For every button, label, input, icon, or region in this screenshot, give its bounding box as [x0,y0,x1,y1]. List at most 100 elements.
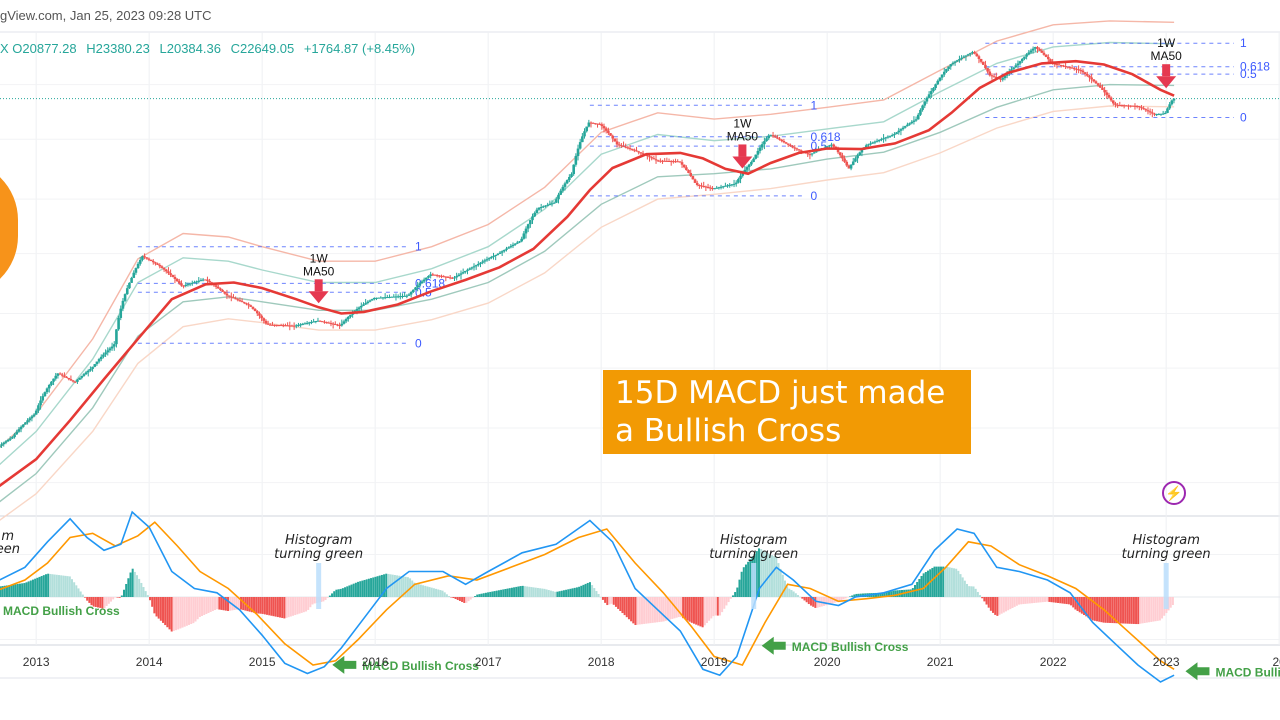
candle-body [223,291,227,294]
candle-body [604,128,608,131]
macd-histogram-bar [21,583,24,597]
candle-body [1079,69,1083,71]
candle-body [479,262,482,264]
x-tick-label: 2021 [927,655,954,669]
candle-body [1092,79,1096,82]
candle-body [767,135,771,139]
macd-histogram-bar [1076,597,1079,611]
candle-body [99,356,103,360]
candle-body [271,324,274,326]
candle-body [273,324,276,326]
macd-histogram-bar [81,594,84,597]
macd-histogram-bar [452,597,455,599]
macd-histogram-bar [441,590,444,597]
macd-histogram-bar [378,575,381,597]
macd-histogram-bar [556,591,559,597]
candle-body [487,258,491,260]
macd-histogram-bar [983,597,986,602]
candle-body [637,151,640,153]
candle-body [97,359,101,362]
macd-histogram-bar [86,597,89,601]
macd-histogram-bar [1015,597,1018,606]
candle-body [314,321,318,323]
macd-histogram-bar [1087,597,1090,618]
macd-histogram-bar [149,597,152,601]
macd-histogram-bar [354,582,357,597]
macd-histogram-bar [740,571,743,597]
macd-histogram-bar [604,597,607,603]
candle-body [1044,54,1048,57]
candle-body [4,441,8,443]
candle-body [221,290,224,292]
macd-histogram-bar [307,597,310,610]
candle-body [50,381,53,385]
x-tick-label: 2020 [814,655,841,669]
macd-histogram-bar [190,597,193,625]
candle-body [570,174,573,177]
candle-body [91,366,94,370]
candle-body [771,135,775,137]
macd-histogram-bar [827,597,830,605]
candle-body [984,64,987,69]
candle-body [323,321,326,323]
candle-body [154,262,157,264]
macd-histogram-bar [534,587,537,597]
candle-body [1077,69,1080,71]
candle-body [1153,113,1156,115]
candle-body [810,153,814,155]
candle-body [366,301,370,304]
candle-body [598,123,601,125]
candle-body [1155,114,1158,116]
histogram-label-left-1: m [1,529,14,544]
candle-body [734,182,738,184]
lightning-bolt-icon[interactable]: ⚡ [1162,481,1186,505]
candle-body [175,278,179,282]
macd-histogram-bar [510,587,513,597]
macd-histogram-bar [279,597,282,618]
macd-histogram-bar [669,597,672,620]
macd-histogram-bar [296,597,299,615]
candle-body [95,361,99,365]
macd-histogram-bar [931,567,934,597]
macd-histogram-bar [1169,597,1172,608]
candle-body [552,202,556,204]
candle-body [1029,50,1033,53]
macd-histogram-bar [491,591,494,597]
candle-body [1068,67,1072,69]
candle-body [30,416,34,419]
macd-histogram-bar [155,597,158,617]
macd-histogram-bar [27,581,30,597]
macd-histogram-bar [75,585,78,597]
candle-body [871,142,875,144]
candle-body [815,151,818,153]
candle-body [414,287,417,290]
candle-body [1062,65,1065,67]
macd-histogram-bar [686,597,689,621]
candle-body [1105,92,1109,95]
macd-histogram-bar [68,576,71,597]
macd-histogram-bar [289,597,292,617]
macd-histogram-bar [989,597,992,611]
candle-body [1172,98,1176,101]
candle-body [396,296,400,298]
macd-histogram-bar [216,597,219,610]
arrow-down-icon [732,156,753,169]
macd-histogram-bar [662,597,665,622]
candle-body [1135,105,1139,107]
candle-body [446,276,450,278]
macd-histogram-bar [209,597,212,613]
candle-body [145,257,149,259]
macd-histogram-bar [88,597,91,603]
macd-histogram-bar [188,597,191,625]
candle-body [368,300,372,302]
candle-body [485,259,489,261]
candle-body [656,160,660,162]
macd-histogram-bar [653,597,656,623]
macd-histogram-bar [599,596,602,598]
candle-body [347,316,350,320]
candle-body [728,184,732,186]
candle-body [1114,103,1117,105]
macd-histogram-bar [467,597,470,602]
macd-histogram-bar [391,574,394,597]
